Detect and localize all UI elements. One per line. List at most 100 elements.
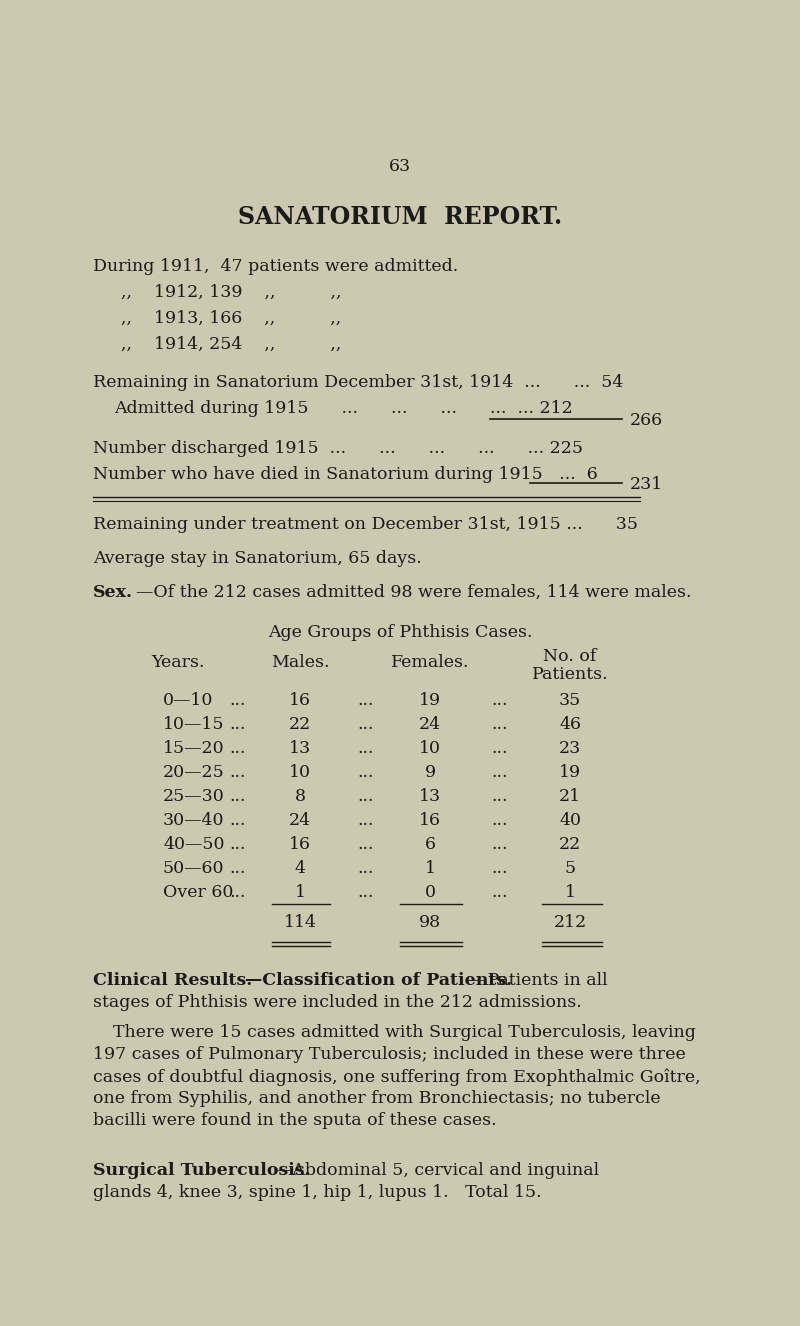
Text: ...: ... xyxy=(230,716,246,733)
Text: ...: ... xyxy=(358,764,374,781)
Text: ...: ... xyxy=(358,884,374,900)
Text: stages of Phthisis were included in the 212 admissions.: stages of Phthisis were included in the … xyxy=(93,994,582,1010)
Text: ...: ... xyxy=(492,884,508,900)
Text: 24: 24 xyxy=(419,716,441,733)
Text: ...: ... xyxy=(358,861,374,876)
Text: 212: 212 xyxy=(554,914,586,931)
Text: 1: 1 xyxy=(425,861,435,876)
Text: 4: 4 xyxy=(294,861,306,876)
Text: 16: 16 xyxy=(419,812,441,829)
Text: 0—10: 0—10 xyxy=(163,692,214,709)
Text: ...: ... xyxy=(492,835,508,853)
Text: Males.: Males. xyxy=(270,654,330,671)
Text: Sex.: Sex. xyxy=(93,583,133,601)
Text: 23: 23 xyxy=(559,740,581,757)
Text: —Of the 212 cases admitted 98 were females, 114 were males.: —Of the 212 cases admitted 98 were femal… xyxy=(136,583,691,601)
Text: ,,    1914, 254    ,,          ,,: ,, 1914, 254 ,, ,, xyxy=(121,335,342,353)
Text: ...: ... xyxy=(230,764,246,781)
Text: No. of: No. of xyxy=(543,648,597,666)
Text: 1: 1 xyxy=(294,884,306,900)
Text: Admitted during 1915      ...      ...      ...      ...  ... 212: Admitted during 1915 ... ... ... ... ...… xyxy=(114,400,573,416)
Text: 40: 40 xyxy=(559,812,581,829)
Text: 16: 16 xyxy=(289,692,311,709)
Text: 114: 114 xyxy=(283,914,317,931)
Text: 98: 98 xyxy=(419,914,441,931)
Text: 24: 24 xyxy=(289,812,311,829)
Text: ...: ... xyxy=(358,740,374,757)
Text: ...: ... xyxy=(492,692,508,709)
Text: 35: 35 xyxy=(559,692,581,709)
Text: ...: ... xyxy=(358,812,374,829)
Text: Over 60: Over 60 xyxy=(163,884,234,900)
Text: Age Groups of Phthisis Cases.: Age Groups of Phthisis Cases. xyxy=(268,625,532,640)
Text: ...: ... xyxy=(230,835,246,853)
Text: 13: 13 xyxy=(419,788,441,805)
Text: 19: 19 xyxy=(419,692,441,709)
Text: ...: ... xyxy=(492,764,508,781)
Text: ...: ... xyxy=(230,812,246,829)
Text: one from Syphilis, and another from Bronchiectasis; no tubercle: one from Syphilis, and another from Bron… xyxy=(93,1090,661,1107)
Text: ...: ... xyxy=(492,788,508,805)
Text: Number who have died in Sanatorium during 1915   ...  6: Number who have died in Sanatorium durin… xyxy=(93,465,598,483)
Text: ...: ... xyxy=(358,788,374,805)
Text: 197 cases of Pulmonary Tuberculosis; included in these were three: 197 cases of Pulmonary Tuberculosis; inc… xyxy=(93,1046,686,1063)
Text: ...: ... xyxy=(230,740,246,757)
Text: Clinical Results.: Clinical Results. xyxy=(93,972,252,989)
Text: ...: ... xyxy=(230,884,246,900)
Text: ...: ... xyxy=(358,692,374,709)
Text: 30—40: 30—40 xyxy=(163,812,225,829)
Text: 266: 266 xyxy=(630,412,663,430)
Text: SANATORIUM  REPORT.: SANATORIUM REPORT. xyxy=(238,206,562,229)
Text: During 1911,  47 patients were admitted.: During 1911, 47 patients were admitted. xyxy=(93,259,458,274)
Text: ,,    1913, 166    ,,          ,,: ,, 1913, 166 ,, ,, xyxy=(121,310,342,328)
Text: 16: 16 xyxy=(289,835,311,853)
Text: 10: 10 xyxy=(419,740,441,757)
Text: —Patients in all: —Patients in all xyxy=(470,972,608,989)
Text: Patients.: Patients. xyxy=(532,666,608,683)
Text: 231: 231 xyxy=(630,476,663,493)
Text: ...: ... xyxy=(230,861,246,876)
Text: 22: 22 xyxy=(559,835,581,853)
Text: ...: ... xyxy=(358,835,374,853)
Text: ...: ... xyxy=(492,861,508,876)
Text: ...: ... xyxy=(492,716,508,733)
Text: bacilli were found in the sputa of these cases.: bacilli were found in the sputa of these… xyxy=(93,1113,497,1128)
Text: 22: 22 xyxy=(289,716,311,733)
Text: —Abdominal 5, cervical and inguinal: —Abdominal 5, cervical and inguinal xyxy=(275,1162,599,1179)
Text: 8: 8 xyxy=(294,788,306,805)
Text: 46: 46 xyxy=(559,716,581,733)
Text: Average stay in Sanatorium, 65 days.: Average stay in Sanatorium, 65 days. xyxy=(93,550,422,568)
Text: Remaining under treatment on December 31st, 1915 ...      35: Remaining under treatment on December 31… xyxy=(93,516,638,533)
Text: 50—60: 50—60 xyxy=(163,861,225,876)
Text: cases of doubtful diagnosis, one suffering from Exophthalmic Goître,: cases of doubtful diagnosis, one sufferi… xyxy=(93,1067,701,1086)
Text: ...: ... xyxy=(230,788,246,805)
Text: Years.: Years. xyxy=(151,654,205,671)
Text: 21: 21 xyxy=(559,788,581,805)
Text: 10—15: 10—15 xyxy=(163,716,225,733)
Text: ...: ... xyxy=(492,740,508,757)
Text: 13: 13 xyxy=(289,740,311,757)
Text: ...: ... xyxy=(230,692,246,709)
Text: ...: ... xyxy=(358,716,374,733)
Text: 19: 19 xyxy=(559,764,581,781)
Text: 6: 6 xyxy=(425,835,435,853)
Text: 10: 10 xyxy=(289,764,311,781)
Text: There were 15 cases admitted with Surgical Tuberculosis, leaving: There were 15 cases admitted with Surgic… xyxy=(113,1024,696,1041)
Text: Remaining in Sanatorium December 31st, 1914  ...      ...  54: Remaining in Sanatorium December 31st, 1… xyxy=(93,374,623,391)
Text: ...: ... xyxy=(492,812,508,829)
Text: 25—30: 25—30 xyxy=(163,788,225,805)
Text: —Classification of Patients.: —Classification of Patients. xyxy=(245,972,512,989)
Text: Surgical Tuberculosis.: Surgical Tuberculosis. xyxy=(93,1162,310,1179)
Text: 0: 0 xyxy=(425,884,435,900)
Text: 63: 63 xyxy=(389,158,411,175)
Text: ,,    1912, 139    ,,          ,,: ,, 1912, 139 ,, ,, xyxy=(121,284,342,301)
Text: glands 4, knee 3, spine 1, hip 1, lupus 1.   Total 15.: glands 4, knee 3, spine 1, hip 1, lupus … xyxy=(93,1184,542,1201)
Text: Females.: Females. xyxy=(390,654,470,671)
Text: 20—25: 20—25 xyxy=(163,764,225,781)
Text: 1: 1 xyxy=(565,884,575,900)
Text: 5: 5 xyxy=(565,861,575,876)
Text: Number discharged 1915  ...      ...      ...      ...      ... 225: Number discharged 1915 ... ... ... ... .… xyxy=(93,440,583,457)
Text: 40—50: 40—50 xyxy=(163,835,225,853)
Text: 15—20: 15—20 xyxy=(163,740,225,757)
Text: 9: 9 xyxy=(425,764,435,781)
